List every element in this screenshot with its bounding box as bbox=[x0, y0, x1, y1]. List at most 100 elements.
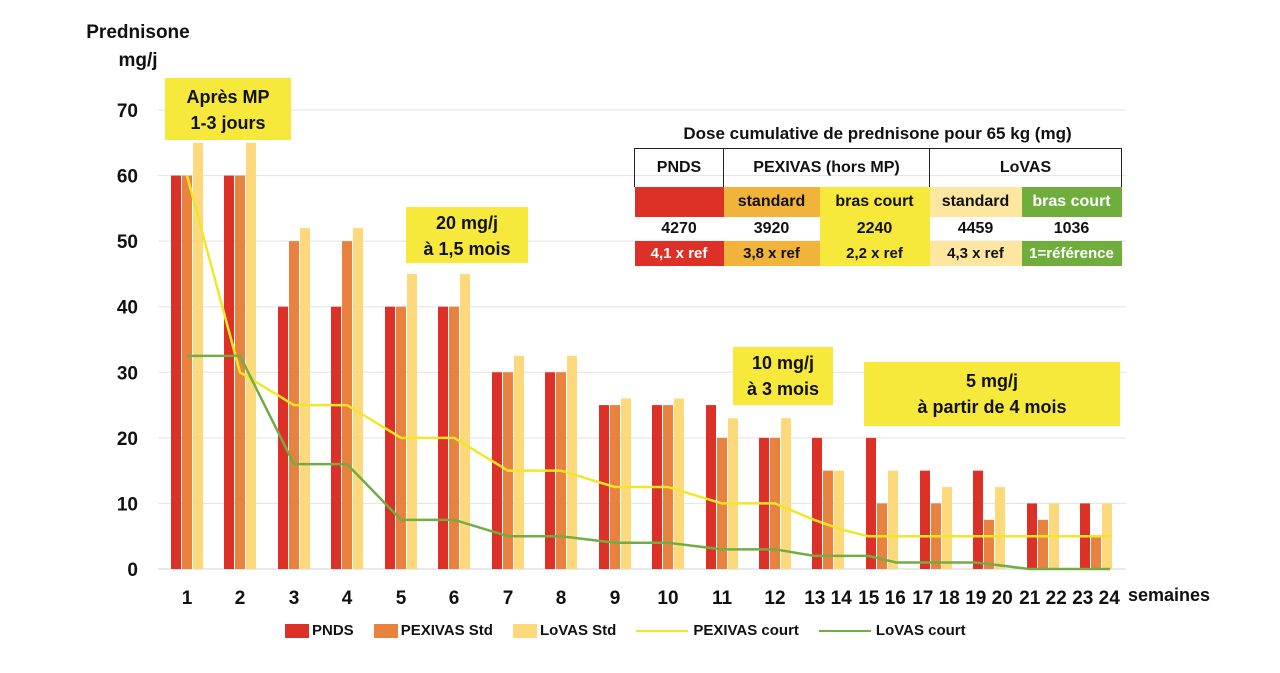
x-tick-label: 7 bbox=[503, 588, 514, 609]
x-tick-label: 9 bbox=[610, 588, 621, 609]
bar-pnds bbox=[812, 437, 822, 569]
line-lovas-court bbox=[187, 354, 1110, 571]
bar-lovas-std bbox=[995, 487, 1005, 569]
bar-pnds bbox=[973, 470, 983, 569]
bar-lovas-std bbox=[781, 418, 791, 569]
x-tick-labels: 1 2 3 4 5 6 7 8 9 10 11 12 13 14 15 16 17 18 19 20 21 22… bbox=[182, 588, 1120, 609]
y-tick-label: 60 bbox=[117, 167, 138, 188]
annotation-10mg: 10 mg/j à 3 mois bbox=[733, 347, 833, 405]
bar-pnds bbox=[331, 306, 341, 569]
bar-lovas-std bbox=[942, 487, 952, 569]
bar-lovas-std bbox=[246, 142, 256, 570]
bar-pexivas-std bbox=[823, 470, 833, 569]
legend: PNDS PEXIVAS Std LoVAS Std PEXIVAS court… bbox=[285, 622, 986, 639]
bar-pnds bbox=[385, 306, 395, 569]
bar-lovas-std bbox=[888, 470, 898, 569]
bar-pnds bbox=[278, 306, 288, 569]
bar-lovas-std bbox=[834, 470, 844, 569]
bar-lovas-std bbox=[621, 398, 631, 569]
bar-pexivas-std bbox=[1091, 536, 1101, 569]
legend-swatch bbox=[373, 623, 398, 638]
x-axis-title: semaines bbox=[1128, 585, 1211, 605]
bar-lovas-std bbox=[728, 418, 738, 569]
x-tick-label: 5 bbox=[396, 588, 407, 609]
y-axis-title: Prednisone mg/j bbox=[78, 22, 198, 72]
x-tick-label: 6 bbox=[449, 588, 460, 609]
x-tick-label: 8 bbox=[556, 588, 567, 609]
bar-pnds bbox=[599, 405, 609, 569]
bar-pexivas-std bbox=[182, 175, 192, 570]
dose-sub-cell: bras court bbox=[819, 187, 930, 217]
dose-ratio: 4,3 x ref bbox=[929, 241, 1022, 266]
bar-pnds bbox=[492, 372, 502, 569]
legend-item-pexivas-court: PEXIVAS court bbox=[636, 622, 799, 639]
dose-table-title: Dose cumulative de prednisone pour 65 kg… bbox=[683, 124, 1072, 143]
bar-lovas-std bbox=[460, 273, 470, 569]
annotation-after-mp: Après MP 1-3 jours bbox=[165, 78, 291, 140]
dose-sub-cell: bras court bbox=[1021, 187, 1122, 217]
dose-sub-cell: standard bbox=[723, 187, 820, 217]
legend-item-pexivas-std: PEXIVAS Std bbox=[373, 622, 493, 639]
bar-pnds bbox=[706, 405, 716, 569]
dose-header-lovas: LoVAS bbox=[929, 148, 1122, 187]
y-tick-label: 40 bbox=[117, 298, 138, 319]
y-axis-title-line2: mg/j bbox=[118, 50, 158, 71]
dose-value: 2240 bbox=[819, 217, 930, 241]
y-tick-label: 0 bbox=[127, 560, 138, 581]
x-tick-label: 3 bbox=[289, 588, 300, 609]
y-tick-label: 30 bbox=[117, 363, 138, 384]
legend-item-pnds: PNDS bbox=[285, 622, 354, 639]
dose-table: PNDS PEXIVAS (hors MP) LoVAS standard br… bbox=[634, 148, 1122, 266]
x-tick-label: 15 16 bbox=[858, 588, 906, 609]
x-tick-label: 4 bbox=[342, 588, 353, 609]
dose-value: 4270 bbox=[661, 220, 697, 237]
bar-pexivas-std bbox=[984, 519, 994, 569]
x-tick-label: 1 bbox=[182, 588, 193, 609]
y-tick-labels: 0 10 20 30 40 50 60 70 bbox=[117, 101, 138, 581]
lines bbox=[185, 175, 1110, 571]
dose-header-pexivas: PEXIVAS (hors MP) bbox=[723, 148, 930, 187]
x-tick-label: 11 bbox=[712, 588, 733, 609]
bar-lovas-std bbox=[353, 228, 363, 569]
legend-swatch bbox=[818, 629, 871, 632]
y-tick-label: 10 bbox=[117, 494, 138, 515]
x-tick-label: 12 bbox=[764, 588, 785, 609]
annotation-20mg: 20 mg/j à 1,5 mois bbox=[406, 207, 528, 263]
dose-ratio: 1=référence bbox=[1021, 241, 1122, 266]
bar-pnds bbox=[171, 175, 181, 570]
y-tick-label: 20 bbox=[117, 429, 138, 450]
dose-ratio: 4,1 x ref bbox=[634, 241, 724, 266]
x-tick-label: 10 bbox=[657, 588, 678, 609]
bar-pexivas-std bbox=[1038, 519, 1048, 569]
legend-item-lovas-std: LoVAS Std bbox=[512, 622, 616, 639]
dose-ratio: 2,2 x ref bbox=[819, 241, 930, 266]
y-tick-label: 50 bbox=[117, 232, 138, 253]
legend-swatch bbox=[285, 623, 309, 638]
legend-swatch bbox=[512, 623, 537, 638]
x-tick-label: 13 14 bbox=[804, 588, 852, 609]
legend-swatch bbox=[636, 629, 689, 632]
x-tick-label: 17 18 bbox=[912, 588, 960, 609]
bar-lovas-std bbox=[514, 355, 524, 569]
bar-lovas-std bbox=[567, 355, 577, 569]
bar-lovas-std bbox=[407, 273, 417, 569]
x-tick-label: 21 22 bbox=[1019, 588, 1067, 609]
legend-item-lovas-court: LoVAS court bbox=[818, 622, 966, 639]
y-axis-title-line1: Prednisone bbox=[86, 22, 190, 43]
line-pexivas-court bbox=[185, 175, 1110, 538]
annotation-5mg: 5 mg/j à partir de 4 mois bbox=[864, 362, 1120, 426]
x-tick-label: 23 24 bbox=[1072, 588, 1120, 609]
y-tick-label: 70 bbox=[117, 101, 138, 122]
dose-ratio: 3,8 x ref bbox=[723, 241, 820, 266]
x-tick-label: 19 20 bbox=[965, 588, 1013, 609]
bar-lovas-std bbox=[674, 398, 684, 569]
dose-header-pnds: PNDS bbox=[634, 148, 724, 187]
dose-sub-cell bbox=[634, 187, 724, 217]
bar-lovas-std bbox=[300, 228, 310, 569]
dose-value: 4459 bbox=[957, 220, 994, 237]
bar-pnds bbox=[866, 437, 876, 569]
dose-sub-cell: standard bbox=[929, 187, 1022, 217]
dose-value: 3920 bbox=[753, 220, 790, 237]
bar-pnds bbox=[920, 470, 930, 569]
